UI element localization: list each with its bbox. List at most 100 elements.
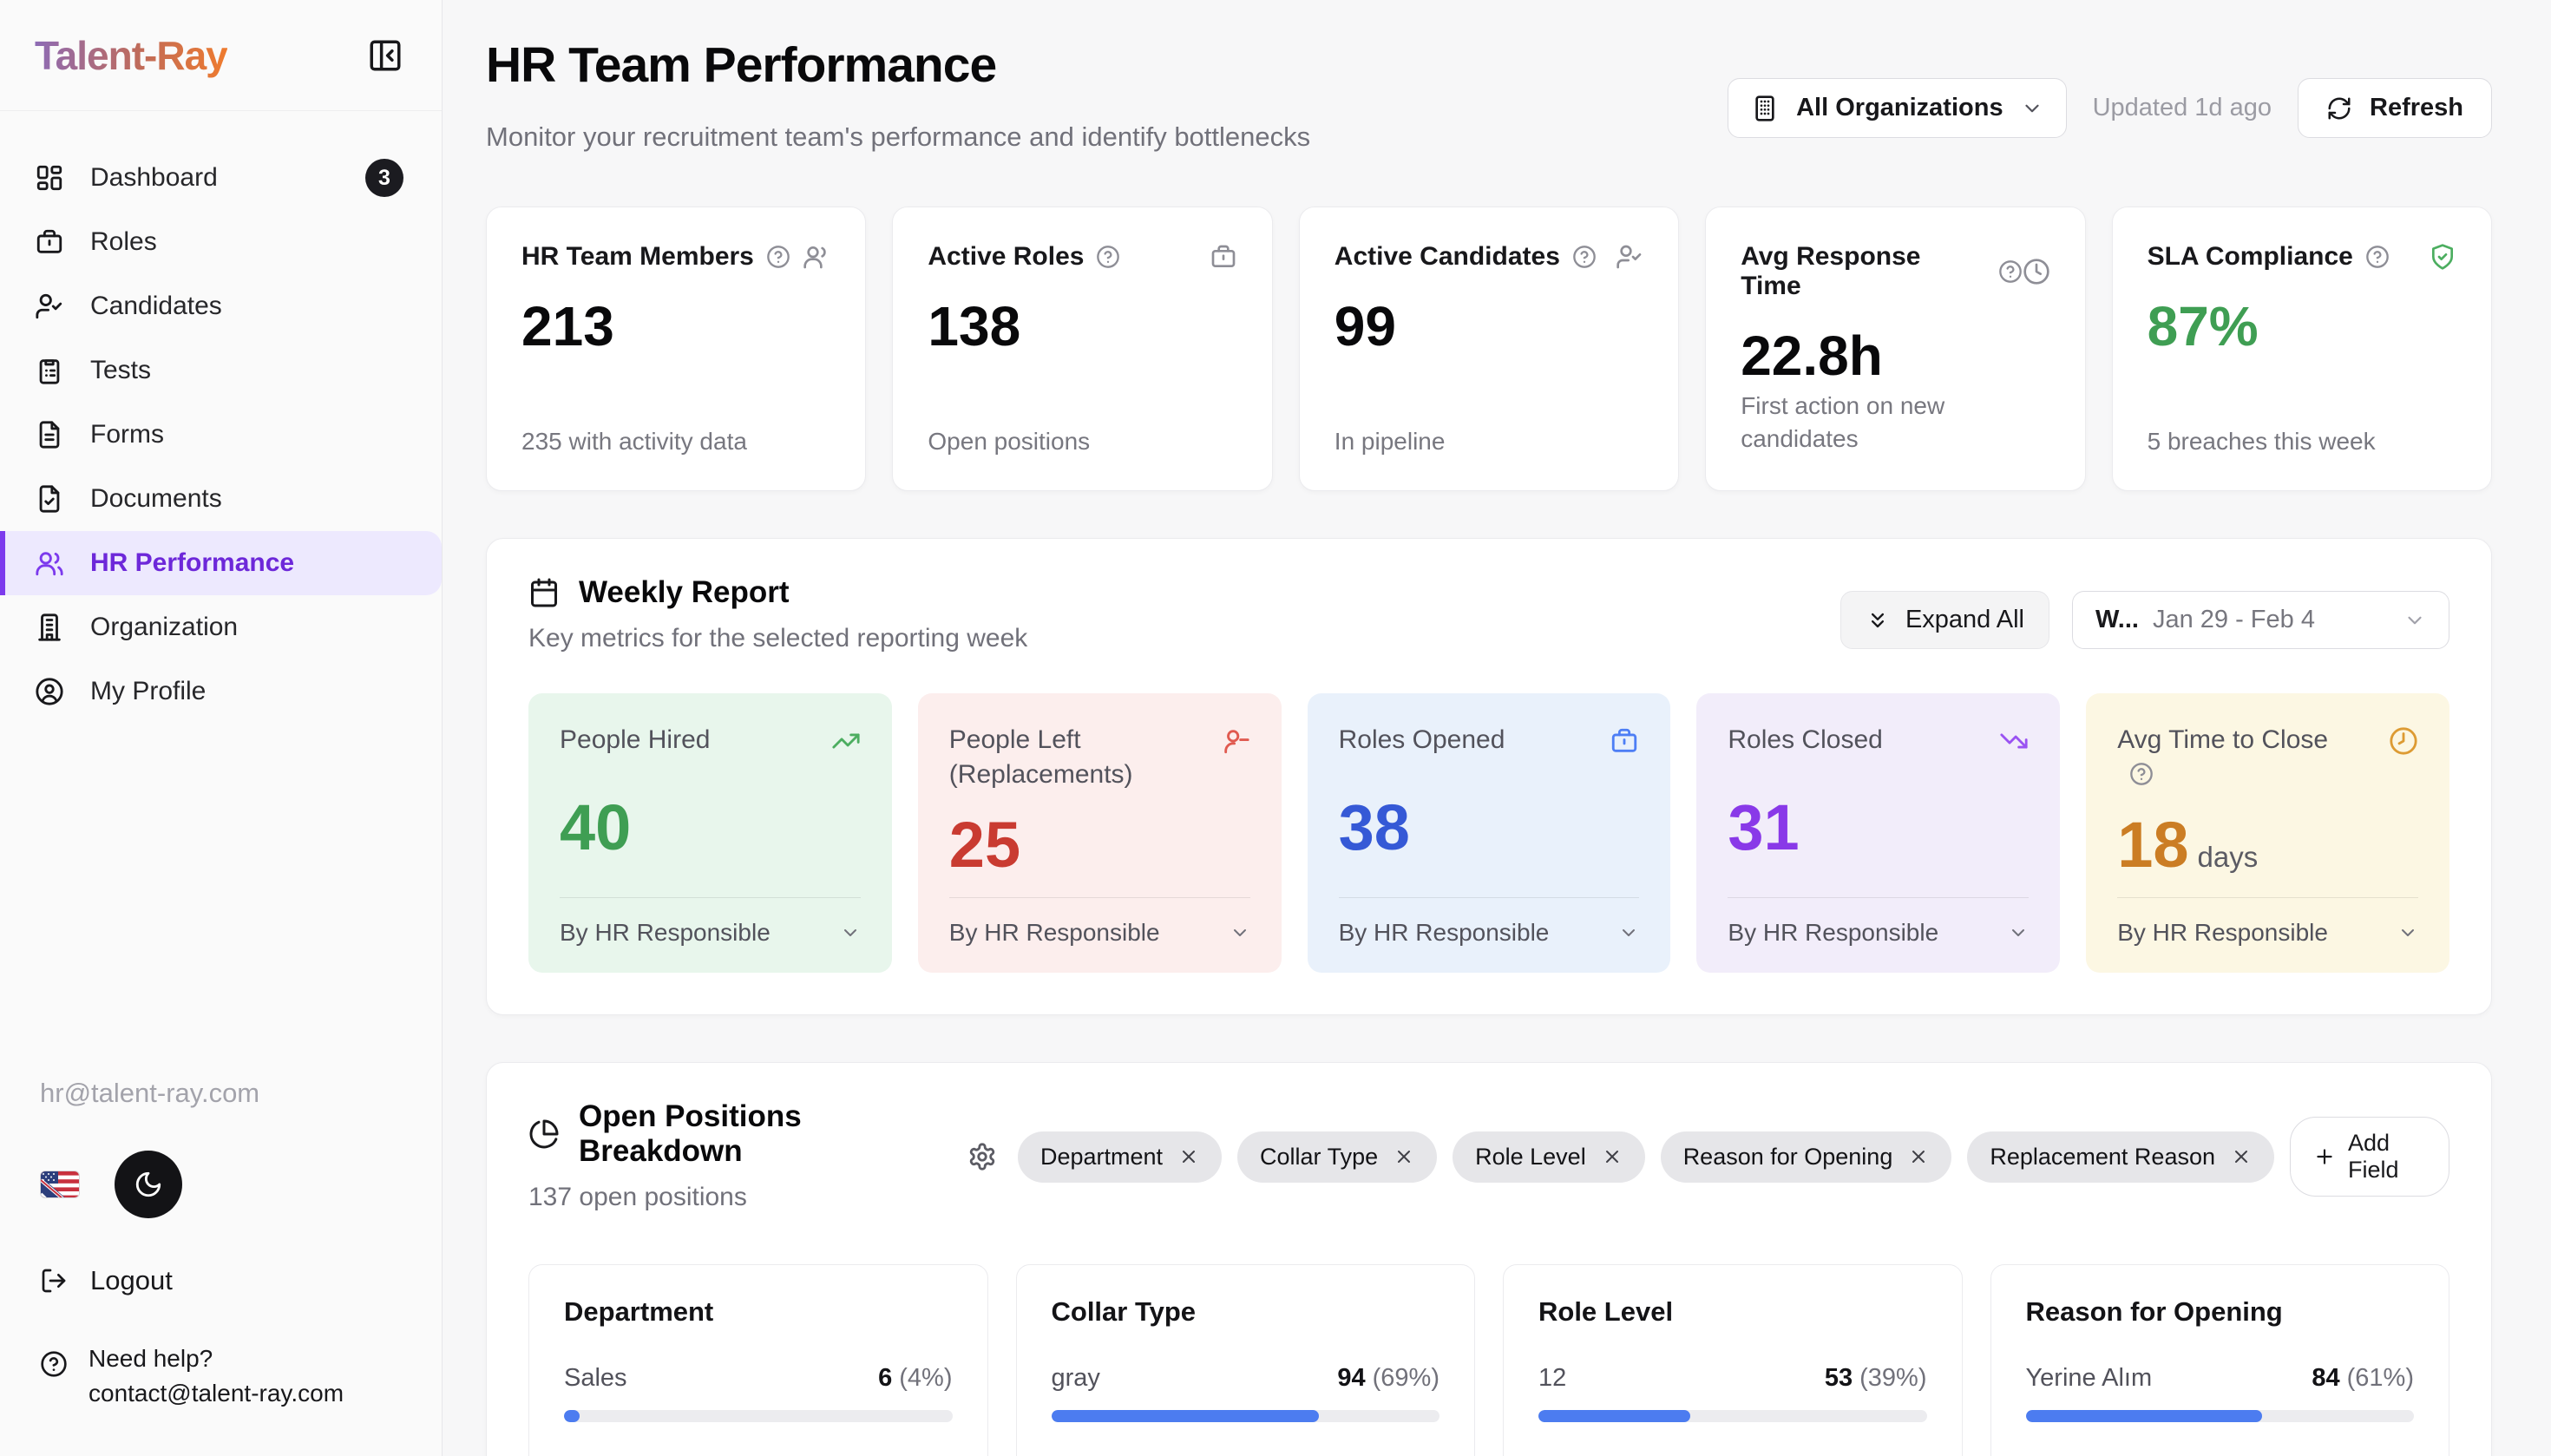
sidebar-item-organization[interactable]: Organization: [0, 595, 442, 659]
settings-gear-icon[interactable]: [967, 1142, 997, 1171]
calendar-icon: [528, 577, 560, 608]
sidebar-item-dashboard[interactable]: Dashboard 3: [0, 146, 442, 210]
chevron-down-icon: [1618, 922, 1639, 943]
briefcase-icon: [35, 227, 64, 257]
sidebar-item-documents[interactable]: Documents: [0, 467, 442, 531]
week-selector[interactable]: W... Jan 29 - Feb 4: [2072, 591, 2449, 649]
refresh-icon: [2326, 95, 2352, 121]
weekly-card-roles-opened: Roles Opened 38 By HR Responsible: [1307, 693, 1671, 973]
panel-collapse-icon: [367, 37, 403, 74]
briefcase-icon: [1610, 726, 1639, 756]
kpi-card-active-candidates: Active Candidates 99 In pipeline: [1298, 207, 1680, 491]
kpi-cards-row: HR Team Members 213 235 with activity da…: [486, 207, 2492, 491]
shield-check-icon: [2429, 243, 2456, 271]
chevron-down-icon: [2403, 609, 2426, 632]
users-icon: [35, 548, 64, 578]
by-hr-responsible-select[interactable]: By HR Responsible: [560, 897, 861, 947]
plus-icon: [2313, 1145, 2336, 1168]
dashboard-icon: [35, 163, 64, 193]
sidebar-item-label: Documents: [90, 484, 222, 513]
by-hr-responsible-select[interactable]: By HR Responsible: [948, 897, 1250, 947]
close-icon[interactable]: [1178, 1146, 1199, 1167]
kpi-value: 213: [521, 295, 614, 357]
close-icon[interactable]: [1394, 1146, 1414, 1167]
sidebar-item-label: Tests: [90, 356, 152, 384]
sidebar-item-tests[interactable]: Tests: [0, 338, 442, 403]
help-circle-icon[interactable]: [1096, 245, 1120, 269]
progress-bar: [1538, 1410, 1927, 1422]
building-icon: [35, 613, 64, 642]
filter-chip-role-level[interactable]: Role Level: [1453, 1131, 1645, 1183]
sidebar-item-label: Candidates: [90, 292, 222, 320]
sidebar-item-forms[interactable]: Forms: [0, 403, 442, 467]
filter-chip-department[interactable]: Department: [1017, 1131, 1223, 1183]
breakdown-card-title: Role Level: [1538, 1296, 1674, 1327]
collapse-sidebar-button[interactable]: [365, 36, 405, 75]
expand-all-button[interactable]: Expand All: [1839, 591, 2049, 649]
kpi-value: 87%: [2147, 295, 2259, 357]
breakdown-row: Sales 6 (4%): [564, 1364, 953, 1422]
page-subtitle: Monitor your recruitment team's performa…: [486, 121, 1311, 152]
weekly-card-value: 31: [1728, 791, 1800, 863]
weekly-card-title: People Hired: [560, 725, 711, 754]
by-hr-responsible-select[interactable]: By HR Responsible: [1728, 897, 2030, 947]
help-circle-icon[interactable]: [1572, 245, 1597, 269]
weekly-card-title: Avg Time to Close: [2117, 723, 2343, 792]
breakdown-card-title: Collar Type: [1051, 1296, 1197, 1327]
sidebar: Talent-Ray Dashboard 3 Roles Candidates …: [0, 0, 443, 1456]
chevron-down-icon: [2397, 922, 2418, 943]
weekly-card-unit: days: [2197, 841, 2259, 873]
brand-logo: Talent-Ray: [35, 32, 228, 78]
uk-us-flag-icon: [41, 1171, 79, 1197]
refresh-button[interactable]: Refresh: [2298, 78, 2492, 138]
logout-label: Logout: [90, 1265, 173, 1295]
weekly-card-title: Roles Closed: [1728, 725, 1883, 754]
filter-chip-collar-type[interactable]: Collar Type: [1237, 1131, 1438, 1183]
help-circle-icon[interactable]: [2365, 245, 2390, 269]
close-icon[interactable]: [1602, 1146, 1623, 1167]
pie-chart-icon: [528, 1118, 560, 1150]
user-minus-icon: [1221, 726, 1250, 756]
kpi-subtitle: In pipeline: [1334, 428, 1446, 455]
organization-selector[interactable]: All Organizations: [1728, 78, 2067, 138]
by-hr-responsible-select[interactable]: By HR Responsible: [2117, 897, 2418, 947]
weekly-card-title: People Left (Replacements): [948, 725, 1133, 789]
help-link[interactable]: Need help? contact@talent-ray.com: [40, 1341, 407, 1411]
kpi-title: HR Team Members: [521, 242, 754, 271]
sidebar-item-roles[interactable]: Roles: [0, 210, 442, 274]
filter-chip-reason-for-opening[interactable]: Reason for Opening: [1660, 1131, 1952, 1183]
kpi-title: SLA Compliance: [2147, 242, 2353, 271]
trending-up-icon: [831, 726, 861, 756]
kpi-title: Active Candidates: [1334, 242, 1560, 271]
updated-timestamp: Updated 1d ago: [2092, 94, 2272, 121]
close-icon[interactable]: [1908, 1146, 1929, 1167]
building-icon: [1751, 95, 1779, 122]
language-flag-button[interactable]: [40, 1171, 80, 1198]
kpi-subtitle: 235 with activity data: [521, 428, 747, 455]
by-hr-responsible-select[interactable]: By HR Responsible: [1338, 897, 1640, 947]
filter-chip-replacement-reason[interactable]: Replacement Reason: [1967, 1131, 2274, 1183]
weekly-card-avg-time-to-close: Avg Time to Close 18 days By HR Responsib…: [2086, 693, 2449, 973]
page-header: HR Team Performance Monitor your recruit…: [486, 36, 2492, 153]
sidebar-item-candidates[interactable]: Candidates: [0, 274, 442, 338]
logout-button[interactable]: Logout: [40, 1265, 407, 1296]
page-title: HR Team Performance: [486, 37, 997, 93]
kpi-subtitle: First action on new candidates: [1741, 392, 1945, 452]
sidebar-item-label: Dashboard: [90, 163, 218, 192]
weekly-card-people-left: People Left (Replacements) 25 By HR Resp…: [917, 693, 1282, 973]
breakdown-row: Yerine Alım 84 (61%): [2025, 1364, 2414, 1422]
help-circle-icon[interactable]: [2129, 762, 2154, 786]
sidebar-item-my-profile[interactable]: My Profile: [0, 659, 442, 724]
kpi-card-sla-compliance: SLA Compliance 87% 5 breaches this week: [2111, 207, 2492, 491]
users-icon: [803, 243, 830, 271]
breakdown-card-role-level: Role Level 12 53 (39%) 11 21 (15%): [1503, 1264, 1963, 1456]
help-circle-icon[interactable]: [1998, 259, 2023, 284]
sidebar-footer: hr@talent-ray.com Logout: [0, 1078, 442, 1456]
weekly-card-title: Roles Opened: [1338, 725, 1505, 754]
close-icon[interactable]: [2231, 1146, 2252, 1167]
sidebar-item-hr-performance[interactable]: HR Performance: [0, 531, 442, 595]
dark-mode-toggle[interactable]: [115, 1151, 182, 1218]
add-field-button[interactable]: Add Field: [2290, 1117, 2449, 1197]
help-circle-icon[interactable]: [766, 245, 790, 269]
sidebar-item-label: Forms: [90, 420, 164, 449]
